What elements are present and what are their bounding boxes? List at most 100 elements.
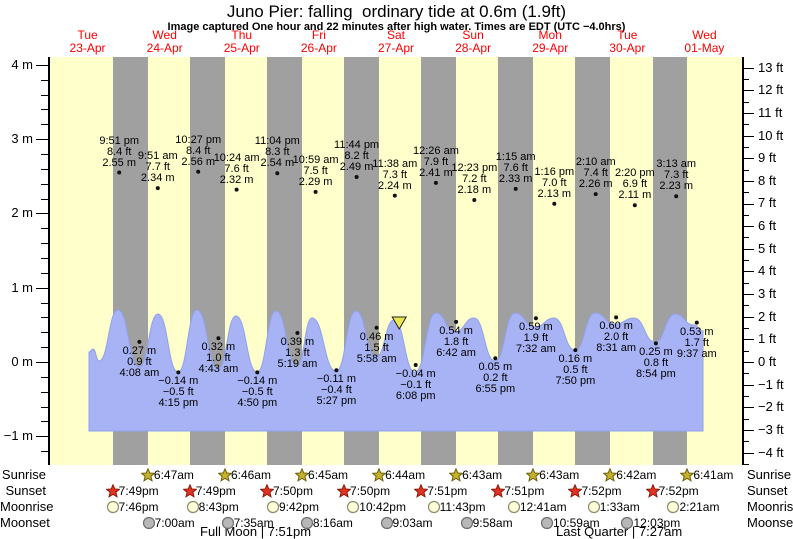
- day-label: Fri 26-Apr: [280, 29, 357, 55]
- tide-annotation-line: −0.5 ft: [241, 386, 273, 399]
- tide-annotation-line: 12:26 am: [413, 144, 459, 157]
- right-axis-tick-label: 7 ft: [758, 195, 777, 211]
- axis-tick: [743, 248, 754, 250]
- right-axis-tick-label: 5 ft: [758, 240, 777, 256]
- tide-extreme-dot: [472, 198, 477, 202]
- left-axis-tick-label: −1 m: [3, 428, 33, 444]
- moonrise-time: 12:41am: [519, 500, 567, 514]
- last-quarter-note: Last Quarter | 7:27am: [556, 524, 683, 539]
- tide-annotation-line: 1:16 pm: [534, 165, 575, 178]
- high-tide-annotation: 11:04 pm 8.3 ft 2.54 m: [235, 136, 319, 169]
- tide-annotation-line: 0.32 m: [201, 341, 236, 354]
- moonrise-circle-icon: [346, 500, 360, 519]
- low-tide-annotation: 0.16 m 0.5 ft 7:50 pm: [533, 354, 617, 387]
- tide-annotation-line: 2:10 am: [575, 156, 616, 169]
- sunset-star-icon: [182, 483, 198, 503]
- tide-plot-area: [49, 57, 743, 465]
- sunrise-star-icon: [525, 467, 541, 487]
- axis-tick: [41, 109, 49, 111]
- sunrise-star-icon: [217, 467, 233, 487]
- sunset-star-icon: [259, 483, 275, 503]
- right-axis-tick-label: 0 ft: [758, 354, 777, 369]
- axis-tick: [36, 139, 49, 141]
- day-date: 26-Apr: [300, 41, 337, 55]
- moonrise-circle-icon: [507, 500, 521, 519]
- moonrise-circle-icon: [427, 500, 441, 519]
- tide-annotation-line: 1.0 ft: [206, 352, 231, 365]
- tide-annotation-line: 1:15 am: [495, 150, 536, 163]
- axis-tick: [41, 376, 49, 378]
- sunset-time: 7:51pm: [504, 484, 545, 498]
- tide-annotation-line: 2.24 m: [377, 179, 412, 192]
- tide-annotation-line: 6:42 am: [436, 346, 476, 359]
- tide-annotation-line: 7.3 ft: [382, 168, 408, 181]
- high-tide-annotation: 11:44 pm 8.2 ft 2.49 m: [315, 139, 399, 173]
- low-tide-annotation: −0.11 m −0.4 ft 5:27 pm: [294, 374, 378, 407]
- moonrise-row-label-right: Moonrise: [747, 499, 793, 514]
- tide-extreme-dot: [295, 331, 300, 335]
- tide-annotation-line: 7.3 ft: [663, 169, 689, 182]
- tide-extreme-dot: [176, 370, 181, 375]
- day-date: 01-May: [684, 41, 725, 55]
- moonset-time: 7:00am: [154, 516, 195, 530]
- tide-annotation-line: 6.9 ft: [622, 178, 648, 191]
- right-axis-tick-label: 11 ft: [758, 104, 783, 120]
- tide-annotation-line: 2.26 m: [578, 178, 613, 191]
- day-date: 23-Apr: [69, 41, 106, 55]
- axis-tick: [743, 203, 754, 205]
- tide-annotation-line: 0.53 m: [679, 325, 714, 338]
- tide-annotation-line: 2:20 pm: [614, 167, 655, 180]
- day-name: Fri: [311, 28, 326, 42]
- axis-tick: [743, 271, 754, 273]
- tide-annotation-line: 11:38 am: [372, 157, 418, 170]
- tide-annotation-line: 2.29 m: [298, 175, 333, 188]
- tide-annotation-line: 7:50 pm: [555, 375, 596, 388]
- axis-tick: [41, 198, 49, 200]
- sunrise-time: 6:42am: [616, 468, 657, 482]
- tide-annotation-line: −0.1 ft: [400, 378, 432, 391]
- low-tide-annotation: 0.46 m 1.5 ft 5:58 am: [335, 331, 419, 365]
- tide-extreme-dot: [275, 171, 280, 176]
- axis-tick: [743, 373, 749, 375]
- sunset-time: 7:52pm: [658, 484, 699, 498]
- moonrise-circle-icon: [666, 500, 680, 519]
- tide-annotation-line: 2.23 m: [659, 180, 694, 193]
- moonrise-time: 10:42pm: [359, 500, 406, 514]
- axis-tick: [743, 169, 749, 171]
- axis-tick: [743, 384, 754, 386]
- tide-annotation-line: 0.25 m: [639, 346, 673, 359]
- axis-tick: [36, 64, 49, 66]
- tide-annotation-line: 8:54 pm: [636, 368, 676, 381]
- axis-tick: [743, 101, 749, 103]
- low-tide-annotation: −0.14 m −0.5 ft 4:15 pm: [136, 376, 220, 409]
- day-name: Tue: [617, 28, 638, 42]
- sunrise-star-icon: [371, 467, 387, 487]
- day-name: Wed: [152, 28, 177, 42]
- tide-extreme-dot: [674, 194, 679, 199]
- tide-annotation-line: 2.11 m: [618, 189, 652, 202]
- sunrise-time: 6:44am: [385, 468, 426, 482]
- tide-extreme-dot: [354, 175, 359, 179]
- high-tide-annotation: 2:10 am 7.4 ft 2.26 m: [554, 157, 638, 190]
- sunrise-star-icon: [448, 467, 464, 487]
- tide-extreme-dot: [234, 187, 239, 192]
- tide-annotation-line: 2.55 m: [102, 156, 137, 169]
- axis-tick: [743, 180, 754, 182]
- page-title: Juno Pier: falling ordinary tide at 0.6m…: [226, 2, 567, 21]
- low-tide-annotation: 0.25 m 0.8 ft 8:54 pm: [614, 347, 698, 380]
- axis-tick: [743, 418, 749, 420]
- moonrise-circle-icon: [106, 500, 120, 519]
- tide-annotation-line: 0.05 m: [478, 361, 513, 374]
- tide-extreme-dot: [313, 189, 318, 194]
- axis-tick: [743, 226, 754, 228]
- sunrise-time: 6:46am: [230, 468, 271, 482]
- high-tide-annotation: 10:24 am 7.6 ft 2.32 m: [195, 152, 279, 186]
- tide-annotation-line: 4:08 am: [119, 366, 160, 379]
- tide-annotation-line: 2.0 ft: [603, 331, 629, 344]
- right-axis-tick-label: 3 ft: [758, 286, 777, 302]
- axis-tick: [41, 228, 49, 230]
- low-tide-annotation: −0.04 m −0.1 ft 6:08 pm: [374, 368, 458, 402]
- low-tide-annotation: 0.53 m 1.7 ft 9:37 am: [655, 325, 739, 360]
- sunset-time: 7:49pm: [118, 484, 159, 498]
- tide-annotation-line: 5:58 am: [356, 352, 397, 365]
